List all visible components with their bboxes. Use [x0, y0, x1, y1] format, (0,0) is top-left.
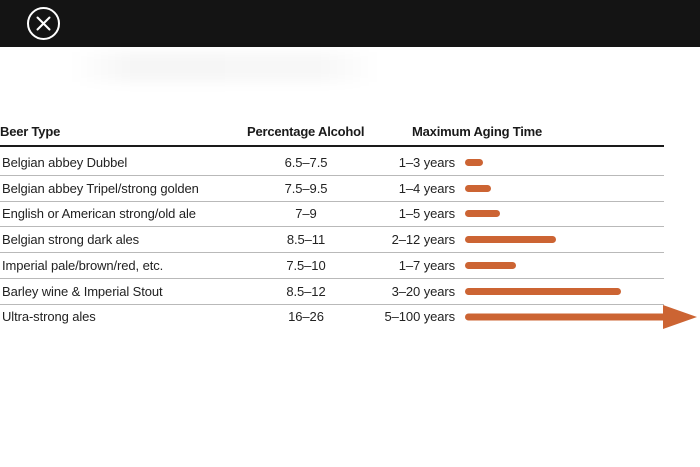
header-percentage-alcohol: Percentage Alcohol — [247, 124, 365, 139]
close-button[interactable] — [27, 7, 60, 40]
table-row: Belgian abbey Tripel/strong golden 7.5–9.… — [0, 177, 664, 202]
table-row: English or American strong/old ale 7–9 1–5… — [0, 202, 664, 228]
beer-type-cell: Barley wine & Imperial Stout — [2, 283, 163, 299]
table-row: Barley wine & Imperial Stout 8.5–12 3–20 y… — [0, 280, 664, 305]
aging-cell: 1–5 years — [398, 206, 455, 222]
aging-bar — [465, 159, 484, 166]
aging-table: Beer Type Percentage Alcohol Maximum Agi… — [0, 47, 700, 467]
beer-type-cell: Imperial pale/brown/red, etc. — [2, 257, 164, 273]
alcohol-cell: 7.5–9.5 — [284, 180, 328, 196]
alcohol-cell: 7–9 — [295, 206, 317, 222]
aging-cell: 1–7 years — [398, 257, 455, 273]
aging-bar — [465, 210, 500, 218]
header-rule — [0, 145, 664, 147]
aging-bar — [465, 287, 621, 295]
alcohol-cell: 16–26 — [288, 309, 324, 325]
alcohol-cell: 6.5–7.5 — [284, 155, 328, 170]
beer-type-cell: English or American strong/old ale — [2, 206, 196, 222]
aging-bar — [465, 261, 516, 269]
aging-bar — [465, 236, 557, 244]
table-row: Imperial pale/brown/red, etc. 7.5–10 1–7 y… — [0, 254, 664, 279]
beer-type-cell: Ultra-strong ales — [2, 309, 96, 325]
beer-type-cell: Belgian abbey Tripel/strong golden — [2, 180, 199, 196]
aging-arrow — [465, 305, 697, 330]
alcohol-cell: 7.5–10 — [286, 257, 326, 273]
aging-cell: 1–4 years — [398, 180, 455, 196]
top-bar — [0, 0, 700, 47]
close-icon — [36, 16, 51, 31]
row-divider — [0, 277, 664, 279]
table-row: Belgian strong dark ales 8.5–11 2–12 years — [0, 228, 664, 254]
header-maximum-aging-time: Maximum Aging Time — [412, 124, 543, 139]
row-divider — [0, 226, 664, 228]
table-row: Ultra-strong ales 16–26 5–100 years — [0, 305, 697, 330]
alcohol-cell: 8.5–12 — [286, 283, 326, 299]
row-divider — [0, 252, 664, 254]
beer-type-cell: Belgian strong dark ales — [2, 232, 140, 248]
faded-title-area — [70, 52, 380, 82]
row-divider — [0, 175, 664, 176]
header-beer-type: Beer Type — [0, 124, 61, 139]
row-divider — [0, 303, 664, 305]
aging-cell: 1–3 years — [398, 155, 455, 170]
aging-cell: 2–12 years — [391, 232, 455, 248]
row-divider — [0, 200, 664, 202]
aging-arrow-shaft — [465, 313, 670, 321]
aging-arrow-head — [663, 305, 697, 330]
aging-cell: 3–20 years — [391, 283, 455, 299]
aging-cell: 5–100 years — [384, 309, 456, 325]
beer-type-cell: Belgian abbey Dubbel — [2, 155, 128, 170]
alcohol-cell: 8.5–11 — [286, 232, 326, 248]
table-row: Belgian abbey Dubbel 6.5–7.5 1–3 years — [0, 151, 664, 176]
aging-bar — [465, 184, 492, 192]
